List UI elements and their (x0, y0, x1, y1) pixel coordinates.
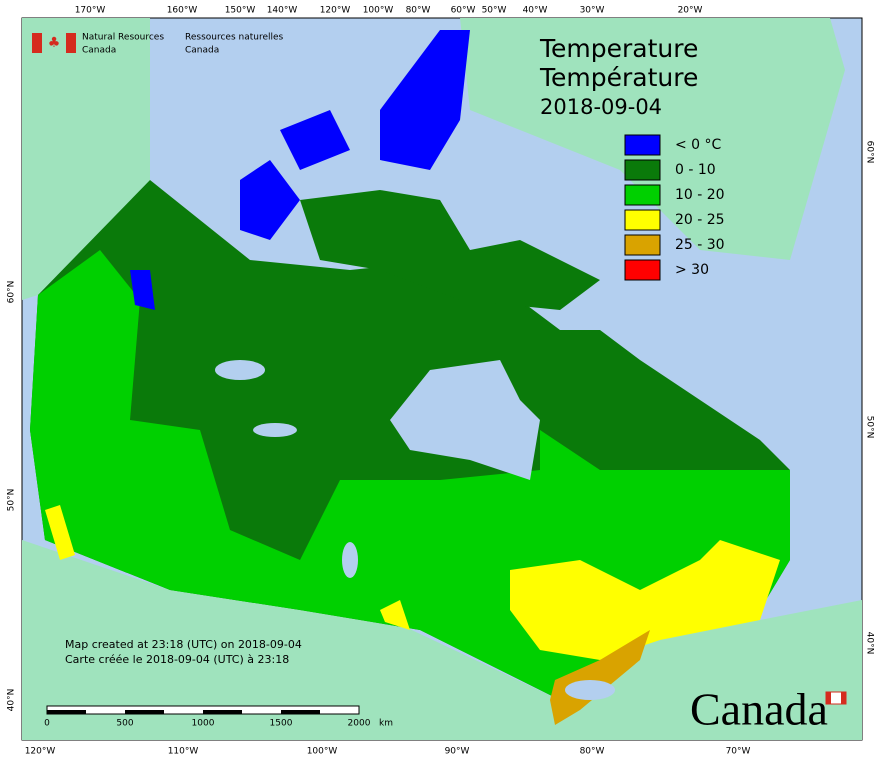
scale-unit: km (379, 719, 393, 729)
scale-bar: 0 500 1000 1500 2000 km (44, 705, 393, 729)
legend-swatch (624, 259, 661, 281)
svg-text:♣: ♣ (48, 35, 61, 51)
title: Temperature (539, 34, 698, 63)
scale-segment (47, 710, 86, 714)
longitude-label: 150°W (225, 6, 256, 16)
latitude-label: 40°N (7, 689, 17, 712)
department-fr: Ressources naturelles (185, 33, 284, 43)
longitude-label: 40°W (523, 6, 548, 16)
graticule-labels: 170°W 160°W 150°W 140°W 120°W 100°W 80°W 60°W 50… (7, 6, 875, 757)
scale-segment (125, 710, 164, 714)
legend-swatch (624, 134, 661, 156)
longitude-label: 80°W (580, 747, 605, 757)
department-en: Natural Resources (82, 33, 164, 43)
legend-label: < 0 °C (675, 137, 722, 153)
scale-label: 1000 (192, 719, 215, 729)
legend: < 0 °C 0 - 10 10 - 20 20 - 25 25 - 30 > 30 (624, 134, 725, 281)
credit: Carte créée le 2018-09-04 (UTC) à 23:18 (65, 653, 289, 666)
longitude-label: 60°W (451, 6, 476, 16)
wordmark-text: Canada (690, 684, 828, 735)
legend-label: 25 - 30 (675, 237, 725, 253)
latitude-label: 50°N (7, 489, 17, 512)
legend-label: 10 - 20 (675, 187, 725, 203)
legend-swatch (624, 209, 661, 231)
scale-label: 0 (44, 719, 50, 729)
longitude-label: 120°W (320, 6, 351, 16)
longitude-label: 100°W (363, 6, 394, 16)
legend-swatch (624, 184, 661, 206)
longitude-label: 140°W (267, 6, 298, 16)
scale-label: 2000 (348, 719, 371, 729)
legend-swatch (624, 159, 661, 181)
scale-label: 1500 (270, 719, 293, 729)
legend-label: 20 - 25 (675, 212, 725, 228)
longitude-label: 110°W (168, 747, 199, 757)
longitude-label: 80°W (406, 6, 431, 16)
legend-label: > 30 (675, 262, 709, 278)
latitude-label: 60°N (7, 281, 17, 304)
longitude-label: 170°W (75, 6, 106, 16)
latitude-label: 50°N (865, 416, 875, 439)
legend-label: 0 - 10 (675, 162, 716, 178)
longitude-label: 20°W (678, 6, 703, 16)
longitude-label: 50°W (482, 6, 507, 16)
latitude-label: 40°N (865, 632, 875, 655)
longitude-label: 120°W (25, 747, 56, 757)
scale-segment (281, 710, 320, 714)
longitude-label: 90°W (445, 747, 470, 757)
date: 2018-09-04 (540, 95, 662, 119)
longitude-label: 70°W (726, 747, 751, 757)
title: Température (539, 63, 698, 92)
department-fr: Canada (185, 46, 219, 56)
header: ♣ Natural Resources Canada Ressources na… (32, 33, 284, 56)
longitude-label: 160°W (167, 6, 198, 16)
longitude-label: 30°W (580, 6, 605, 16)
legend-swatch (624, 234, 661, 256)
latitude-label: 60°N (865, 141, 875, 164)
credit: Map created at 23:18 (UTC) on 2018-09-04 (65, 638, 302, 651)
scale-segment (203, 710, 242, 714)
water-bodies (215, 360, 615, 700)
wordmark: Canada (690, 684, 847, 735)
scale-label: 500 (116, 719, 133, 729)
longitude-label: 100°W (307, 747, 338, 757)
department-en: Canada (82, 46, 116, 56)
